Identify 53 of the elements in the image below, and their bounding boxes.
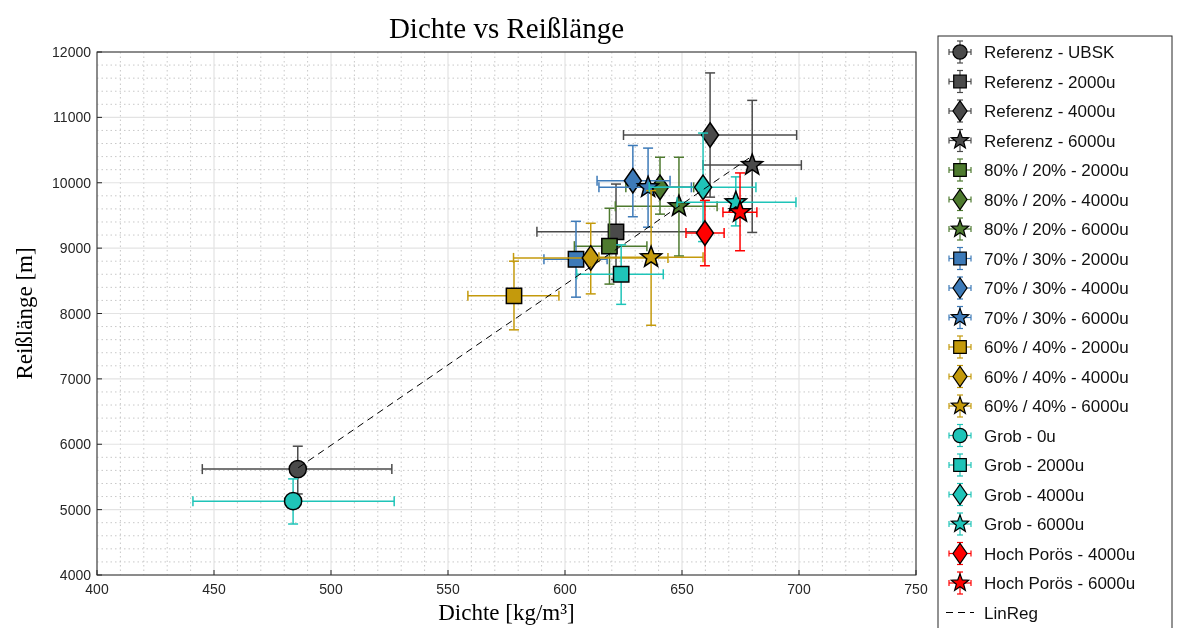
- chart-title: Dichte vs Reißlänge: [388, 12, 625, 44]
- y-axis-title: Reißlänge [m]: [12, 247, 37, 380]
- point: [693, 174, 713, 201]
- legend-label: Grob - 4000u: [984, 485, 1085, 505]
- y-tick-label: 6000: [59, 436, 92, 453]
- x-tick-label: 500: [319, 581, 343, 597]
- x-tick-label: 700: [787, 581, 811, 597]
- legend-label: LinReg: [984, 603, 1038, 623]
- legend-label: Referenz - 4000u: [984, 102, 1116, 121]
- legend-label: 70% / 30% - 6000u: [984, 308, 1129, 328]
- y-tick-label: 8000: [59, 305, 92, 322]
- x-tick-label: 450: [202, 581, 226, 597]
- point: [740, 153, 764, 175]
- legend-label: Hoch Porös - 4000u: [984, 544, 1136, 564]
- y-tick-label: 7000: [59, 370, 92, 387]
- legend-label: Referenz - 2000u: [984, 72, 1116, 92]
- point: [612, 265, 630, 283]
- legend-label: Referenz - 6000u: [984, 131, 1116, 151]
- legend-label: 80% / 20% - 2000u: [984, 161, 1129, 180]
- x-tick-label: 750: [904, 581, 928, 597]
- point: [601, 237, 618, 255]
- y-tick-label: 12000: [52, 44, 92, 60]
- legend-label: 80% / 20% - 4000u: [984, 190, 1129, 210]
- legend-label: Grob - 6000u: [984, 515, 1085, 534]
- point: [623, 167, 643, 194]
- x-tick-label: 650: [670, 581, 694, 597]
- legend-label: 60% / 40% - 2000u: [984, 338, 1129, 357]
- point: [581, 244, 600, 271]
- y-tick-label: 4000: [59, 567, 92, 583]
- legend-label: 60% / 40% - 4000u: [984, 367, 1129, 387]
- point: [700, 122, 720, 149]
- y-tick-label: 5000: [59, 501, 92, 518]
- legend-label: Grob - 0u: [984, 426, 1056, 446]
- legend-label: Hoch Porös - 6000u: [984, 574, 1136, 593]
- point: [639, 245, 663, 267]
- point: [288, 459, 308, 479]
- point: [505, 287, 523, 305]
- legend-label: 70% / 30% - 4000u: [984, 279, 1129, 298]
- legend-label: 60% / 40% - 6000u: [984, 397, 1129, 416]
- legend-label: Referenz - UBSK: [984, 43, 1116, 62]
- y-tick-label: 10000: [52, 174, 92, 191]
- point: [728, 200, 752, 222]
- x-tick-label: 550: [436, 581, 460, 597]
- x-tick-label: 600: [553, 581, 577, 597]
- legend-label: Grob - 2000u: [984, 456, 1085, 475]
- legend-label: 70% / 30% - 2000u: [984, 249, 1129, 269]
- point: [695, 220, 715, 247]
- y-tick-label: 11000: [53, 109, 92, 126]
- x-tick-label: 400: [85, 581, 109, 597]
- legend-label: 80% / 20% - 6000u: [984, 220, 1129, 239]
- x-axis-title: Dichte [kg/m³]: [438, 600, 575, 625]
- point: [283, 491, 303, 511]
- y-tick-label: 9000: [59, 240, 92, 257]
